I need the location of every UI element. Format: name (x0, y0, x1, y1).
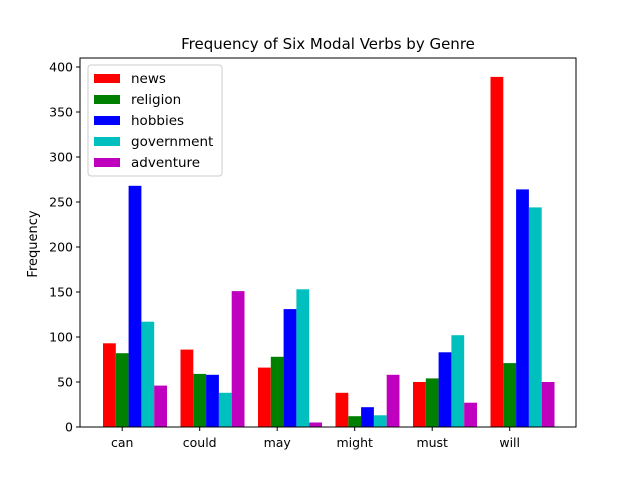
bar-government-can (141, 321, 155, 427)
bar-adventure-could (231, 291, 245, 427)
y-tick-label: 100 (49, 330, 73, 345)
bar-hobbies-can (128, 185, 142, 427)
y-tick-label: 0 (65, 420, 73, 435)
y-axis: 0 50 100 150 200 250 300 350 400 (49, 60, 80, 435)
bar-news-will (490, 76, 504, 428)
legend: news religion hobbies government adventure (87, 64, 223, 177)
x-tick-label-must: must (416, 435, 448, 450)
legend-label-government: government (131, 134, 213, 150)
legend-label-adventure: adventure (131, 155, 200, 171)
x-tick-label-may: may (264, 435, 292, 450)
y-tick-label: 250 (49, 195, 73, 210)
x-tick-label-might: might (336, 435, 373, 450)
y-tick-label: 200 (49, 240, 73, 255)
plot-frame (79, 57, 577, 428)
y-tick-label: 150 (49, 285, 73, 300)
bar-hobbies-may (283, 309, 297, 427)
legend-label-news: news (131, 71, 166, 87)
y-tick-label: 350 (49, 105, 73, 120)
y-tick-label: 300 (49, 150, 73, 165)
bar-religion-could (193, 373, 207, 427)
bar-religion-must (425, 378, 439, 427)
bar-news-might (335, 392, 349, 427)
bar-adventure-might (386, 374, 400, 427)
bars-group (103, 76, 555, 428)
legend-swatch-hobbies (94, 116, 120, 125)
y-axis-label: Frequency (26, 210, 41, 277)
legend-swatch-adventure (94, 158, 120, 167)
x-tick-label-can: can (111, 435, 133, 450)
bar-religion-will (503, 363, 517, 427)
bar-government-might (373, 415, 387, 427)
bar-adventure-will (541, 382, 555, 427)
y-tick-label: 50 (57, 375, 73, 390)
x-tick-label-could: could (183, 435, 217, 450)
bar-news-may (258, 367, 271, 427)
x-tick-label-will: will (499, 435, 520, 450)
bar-news-can (103, 343, 116, 427)
legend-swatch-news (94, 74, 120, 83)
bar-hobbies-could (206, 374, 219, 427)
legend-box (87, 64, 223, 177)
bar-hobbies-might (361, 407, 374, 427)
legend-swatch-government (94, 137, 120, 146)
bar-adventure-can (154, 385, 167, 427)
bar-government-must (451, 335, 465, 427)
legend-label-religion: religion (131, 92, 181, 108)
bar-government-could (218, 392, 232, 427)
bar-news-must (413, 382, 426, 427)
bar-religion-might (348, 416, 362, 427)
bar-government-may (296, 289, 310, 427)
x-axis: can could may might must will (111, 427, 520, 450)
bar-religion-may (270, 356, 284, 427)
bar-news-could (180, 349, 194, 427)
bar-hobbies-must (438, 352, 452, 427)
legend-label-hobbies: hobbies (131, 113, 184, 129)
bar-adventure-must (464, 402, 477, 427)
bar-adventure-may (309, 422, 322, 427)
bar-government-will (528, 207, 542, 427)
y-tick-label: 400 (49, 60, 73, 75)
legend-swatch-religion (94, 95, 120, 104)
chart-title: Frequency of Six Modal Verbs by Genre (181, 35, 475, 53)
bar-hobbies-will (516, 189, 529, 427)
bar-religion-can (115, 353, 129, 427)
